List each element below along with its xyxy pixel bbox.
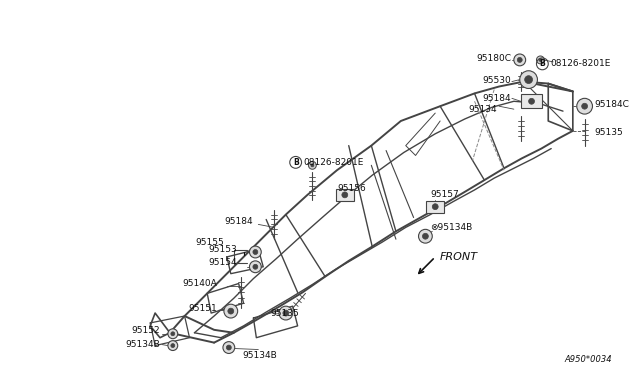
Text: 08126-8201E: 08126-8201E — [303, 158, 364, 167]
Text: 95135: 95135 — [270, 308, 299, 318]
Text: FRONT: FRONT — [440, 252, 478, 262]
Text: 95180C: 95180C — [476, 54, 511, 64]
Circle shape — [432, 204, 438, 210]
FancyBboxPatch shape — [521, 94, 542, 108]
Text: 95154: 95154 — [208, 258, 237, 267]
Text: 95151: 95151 — [188, 304, 217, 312]
Circle shape — [342, 192, 348, 198]
Text: 95155: 95155 — [195, 238, 224, 247]
Text: 08126-8201E: 08126-8201E — [550, 60, 611, 68]
Circle shape — [311, 164, 314, 167]
Circle shape — [419, 230, 432, 243]
Circle shape — [224, 304, 237, 318]
Circle shape — [253, 250, 258, 254]
Text: 95134B: 95134B — [243, 351, 277, 360]
Circle shape — [168, 329, 178, 339]
Circle shape — [539, 58, 542, 61]
Circle shape — [577, 98, 593, 114]
Text: 95184: 95184 — [225, 217, 253, 226]
FancyBboxPatch shape — [426, 201, 444, 212]
Circle shape — [283, 310, 289, 316]
Circle shape — [517, 57, 522, 62]
Text: 95184: 95184 — [483, 94, 511, 103]
Circle shape — [422, 233, 428, 239]
Circle shape — [227, 345, 231, 350]
Circle shape — [250, 246, 261, 258]
Text: 95157: 95157 — [430, 190, 459, 199]
Circle shape — [171, 344, 175, 347]
Text: ⊗95134B: ⊗95134B — [430, 223, 472, 232]
Text: 95135: 95135 — [595, 128, 623, 137]
Circle shape — [250, 261, 261, 273]
Circle shape — [582, 103, 588, 109]
Circle shape — [308, 161, 316, 169]
Circle shape — [253, 264, 258, 269]
Circle shape — [529, 98, 534, 104]
Text: 95156: 95156 — [337, 185, 365, 193]
Circle shape — [171, 332, 175, 336]
Text: 95134: 95134 — [468, 105, 497, 114]
Text: 95134B: 95134B — [125, 340, 160, 349]
Circle shape — [279, 306, 292, 320]
Text: 95140A: 95140A — [182, 279, 217, 288]
Circle shape — [228, 308, 234, 314]
Text: A950*0034: A950*0034 — [564, 355, 612, 364]
Circle shape — [525, 76, 532, 84]
Text: B: B — [540, 60, 545, 68]
Text: 95530: 95530 — [482, 76, 511, 85]
Text: 95153: 95153 — [208, 244, 237, 254]
Circle shape — [514, 54, 525, 66]
Text: 95152: 95152 — [131, 326, 160, 335]
Circle shape — [168, 341, 178, 350]
Circle shape — [223, 341, 235, 353]
FancyBboxPatch shape — [336, 189, 354, 201]
Circle shape — [536, 56, 545, 64]
Circle shape — [520, 71, 538, 89]
Text: B: B — [292, 158, 298, 167]
Text: 95184C: 95184C — [595, 100, 629, 109]
